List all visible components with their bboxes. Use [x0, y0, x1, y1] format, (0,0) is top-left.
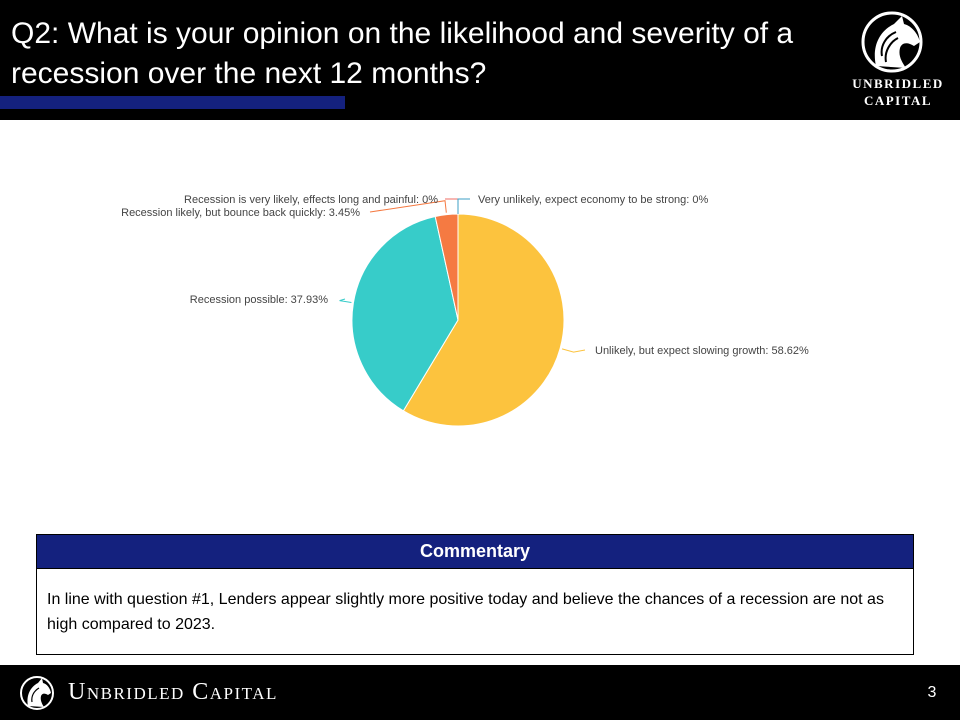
footer-brand: Unbridled Capital: [68, 679, 278, 705]
page-number: 3: [927, 684, 937, 701]
slide-title: Q2: What is your opinion on the likeliho…: [11, 17, 794, 90]
pie-slice: [351, 215, 459, 412]
pie-slice: [402, 213, 565, 427]
label-leader-line: [339, 298, 352, 304]
commentary-heading: Commentary: [37, 535, 913, 569]
logo-text-line1: UNBRIDLED: [852, 76, 944, 91]
horse-head-icon: [20, 676, 54, 710]
logo: UNBRIDLED CAPITAL: [836, 8, 960, 112]
slice-label: Unlikely, but expect slowing growth: 58.…: [595, 345, 809, 357]
label-leader-line: [561, 348, 586, 353]
pie-chart: Unlikely, but expect slowing growth: 58.…: [121, 194, 809, 427]
commentary-text: In line with question #1, Lenders appear…: [47, 591, 884, 633]
slice-label: Recession likely, but bounce back quickl…: [121, 207, 360, 219]
slice-label: Recession is very likely, effects long a…: [184, 194, 438, 206]
slice-label: Very unlikely, expect economy to be stro…: [478, 194, 709, 206]
slice-label: Recession possible: 37.93%: [190, 294, 328, 306]
commentary-box: Commentary In line with question #1, Len…: [36, 534, 914, 655]
label-leader-line: [457, 198, 470, 214]
logo-text-line2: CAPITAL: [863, 93, 933, 108]
header: Q2: What is your opinion on the likeliho…: [0, 0, 960, 120]
footer: Unbridled Capital 3: [0, 665, 960, 720]
title-accent-bar: [0, 96, 345, 109]
horse-head-icon: [861, 11, 923, 73]
label-leader-line: [369, 200, 447, 213]
label-leader-line: [445, 198, 459, 214]
